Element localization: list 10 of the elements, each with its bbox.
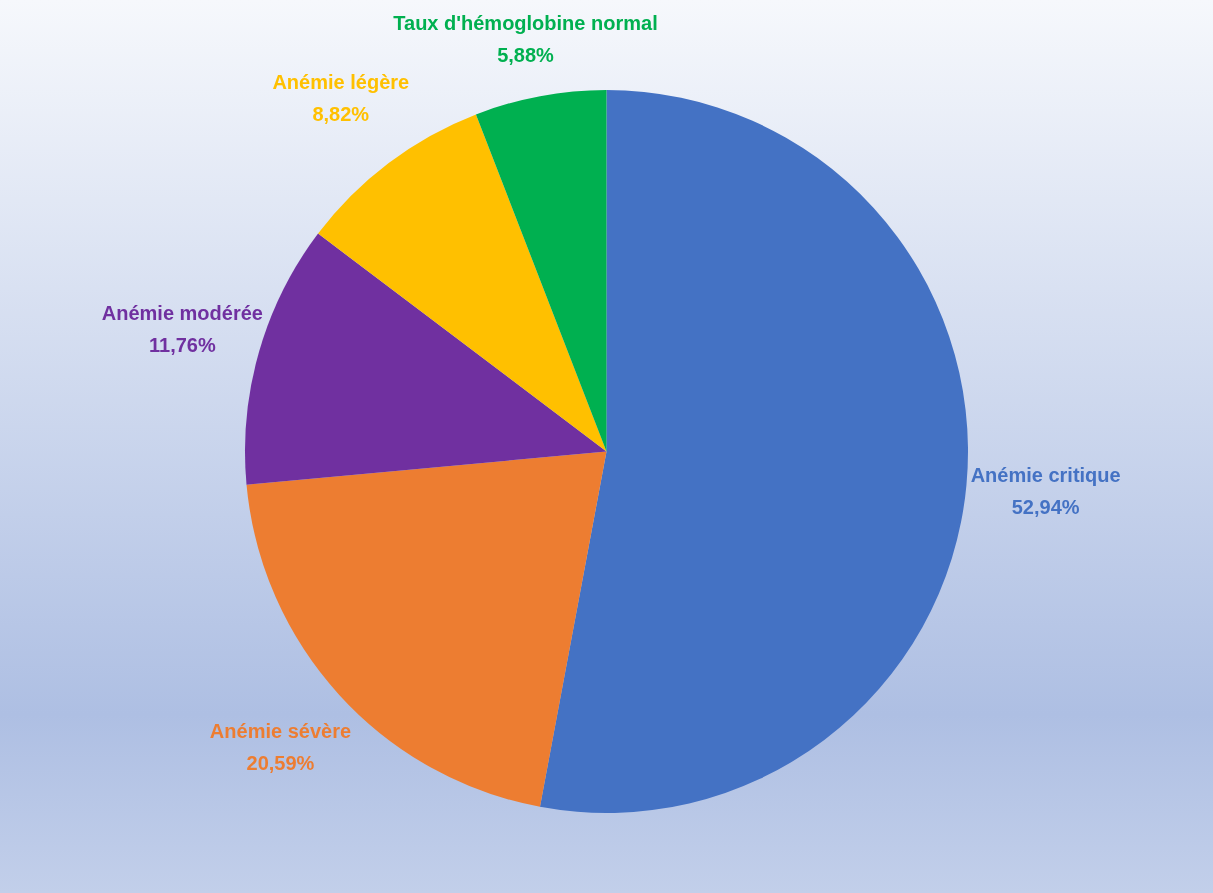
slice-label: Taux d'hémoglobine normal [393,11,658,34]
slice-label: Anémie légère [272,71,410,94]
data-label: 20,59% [246,752,315,775]
slice-label: Anémie sévère [209,720,352,743]
data-label: 5,88% [497,43,555,66]
slice-label: Anémie critique [970,463,1121,486]
data-label: 52,94% [1011,495,1080,518]
data-label: 11,76% [148,334,216,357]
slice-label: Anémie modérée [101,302,263,325]
data-label: 8,82% [312,103,370,126]
